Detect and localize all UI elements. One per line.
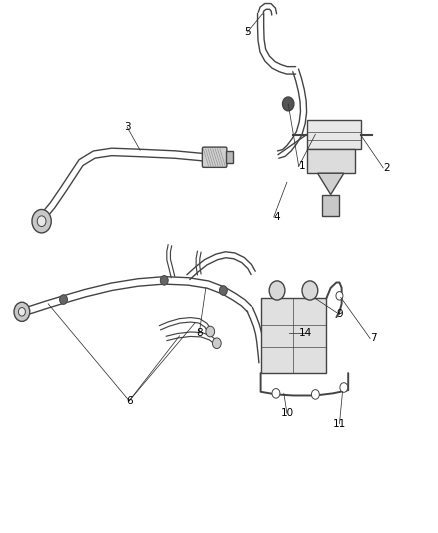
Text: 6: 6: [126, 396, 133, 406]
Bar: [226, 151, 233, 163]
Text: 14: 14: [299, 328, 312, 338]
Circle shape: [269, 281, 285, 300]
Bar: [307, 149, 355, 173]
Circle shape: [340, 383, 348, 392]
Text: 11: 11: [333, 419, 346, 429]
Bar: [261, 298, 326, 373]
Bar: [322, 195, 339, 216]
Circle shape: [160, 276, 168, 285]
Circle shape: [206, 326, 215, 337]
Text: 1: 1: [299, 161, 305, 171]
Circle shape: [60, 295, 67, 304]
Text: 7: 7: [370, 334, 377, 343]
Circle shape: [336, 292, 343, 300]
Text: 10: 10: [280, 408, 293, 418]
Circle shape: [18, 308, 25, 316]
Text: 5: 5: [244, 27, 251, 37]
Text: 8: 8: [196, 328, 203, 338]
Text: 9: 9: [336, 310, 343, 319]
Circle shape: [37, 216, 46, 227]
Circle shape: [14, 302, 30, 321]
Text: 4: 4: [274, 212, 280, 222]
Text: 2: 2: [383, 163, 390, 173]
Circle shape: [302, 281, 318, 300]
Polygon shape: [318, 173, 344, 195]
Circle shape: [32, 209, 51, 233]
Circle shape: [283, 97, 294, 111]
Circle shape: [212, 338, 221, 349]
Circle shape: [272, 389, 280, 398]
Text: 3: 3: [124, 122, 131, 132]
Circle shape: [219, 286, 227, 295]
FancyBboxPatch shape: [202, 147, 227, 167]
Bar: [307, 120, 361, 149]
Circle shape: [311, 390, 319, 399]
